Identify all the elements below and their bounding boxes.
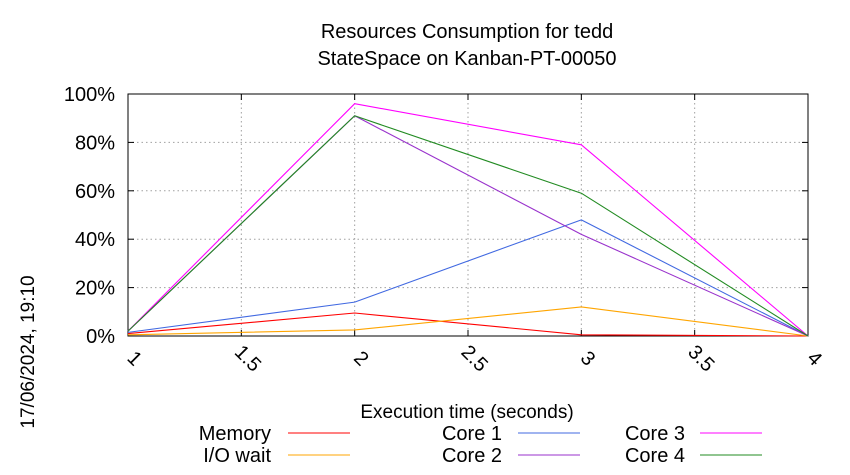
series-line-core-1 — [127, 219, 809, 337]
x-tick-label: 1 — [123, 347, 146, 370]
x-tick-label: 4 — [803, 347, 826, 370]
grid — [128, 94, 808, 336]
series-line-i-o-wait — [127, 306, 809, 337]
x-tick-label: 2 — [349, 347, 372, 370]
y-tick-label: 20% — [75, 278, 115, 300]
y-tick-label: 0% — [86, 326, 115, 348]
axis-ticks: 1 1.5 2 2.5 3 3.5 40%20%40%60%80%100% — [64, 84, 826, 376]
series-line-memory — [127, 312, 809, 337]
legend-label-memory: Memory — [199, 423, 271, 445]
x-tick-label: 2.5 — [457, 341, 492, 376]
chart-title: Resources Consumption for tedd — [321, 21, 613, 43]
chart-subtitle: StateSpace on Kanban-PT-00050 — [317, 48, 616, 70]
legend-label-core-2: Core 2 — [442, 445, 502, 467]
x-tick-label: 1.5 — [230, 341, 265, 376]
y-tick-label: 100% — [64, 84, 115, 106]
x-axis-label: Execution time (seconds) — [360, 402, 573, 423]
legend-label-core-3: Core 3 — [625, 423, 685, 445]
series-lines — [127, 103, 809, 337]
series-line-core-4 — [127, 115, 809, 337]
legend-label-core-1: Core 1 — [442, 423, 502, 445]
legend-label-i-o-wait: I/O wait — [203, 445, 271, 467]
x-tick-label: 3.5 — [683, 341, 718, 376]
y-tick-label: 40% — [75, 229, 115, 251]
x-tick-label: 3 — [576, 347, 599, 370]
timestamp-label: 17/06/2024, 19:10 — [18, 275, 39, 428]
legend-label-core-4: Core 4 — [625, 445, 685, 467]
y-tick-label: 60% — [75, 181, 115, 203]
series-line-core-3 — [127, 103, 809, 337]
y-tick-label: 80% — [75, 132, 115, 154]
